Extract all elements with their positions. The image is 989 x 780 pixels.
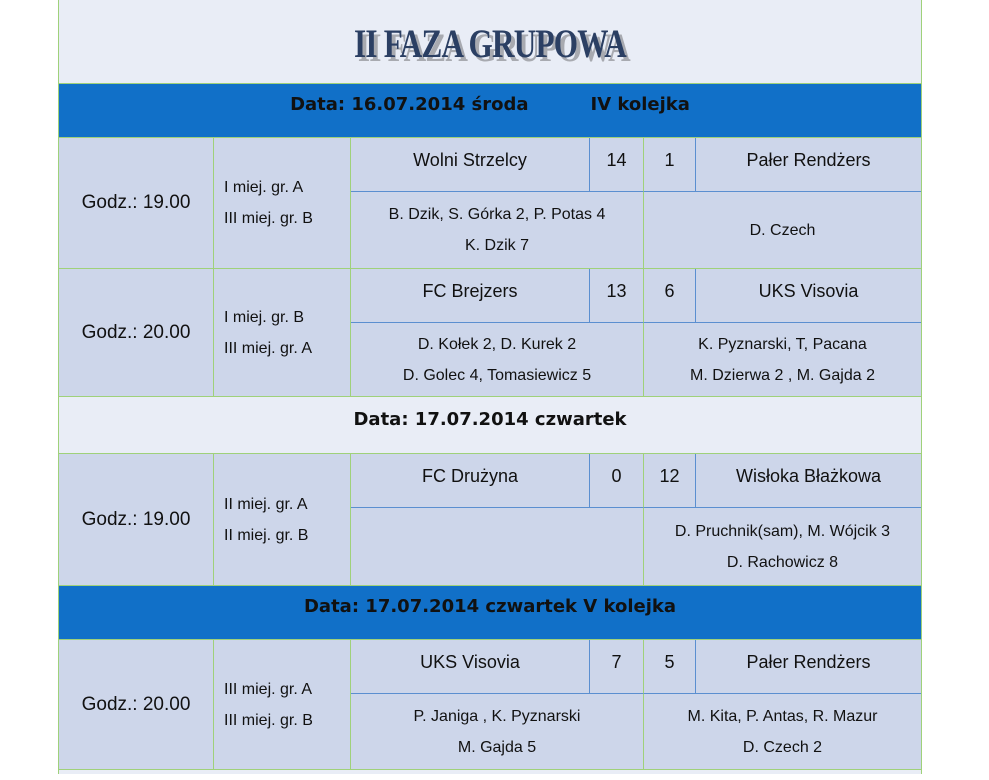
scorer-line: K. Pyznarski, T, Pacana (698, 335, 867, 353)
match-time: Godz.: 20.00 (59, 640, 214, 769)
home-score: 14 (590, 138, 644, 191)
schedule-sheet: II FAZA GRUPOWA Data: 16.07.2014 środa IV… (58, 0, 922, 774)
date-row: Data: 17.07.2014 czwartek (59, 396, 921, 453)
home-score: 7 (590, 640, 644, 693)
match-row: Godz.: 19.00 I miej. gr. A III miej. gr. B… (59, 137, 921, 268)
round-header: Data: 16.07.2014 środa IV kolejka (59, 83, 921, 137)
page-title: II FAZA GRUPOWA (353, 21, 627, 66)
group-label: III miej. gr. A (224, 680, 313, 698)
round-header: Data: 17.07.2014 czwartek V kolejka (59, 585, 921, 639)
away-team: Pałer Rendżers (696, 138, 921, 191)
home-team: Wolni Strzelcy (351, 138, 590, 191)
away-score: 5 (644, 640, 696, 693)
scorer-line: M. Gajda 5 (457, 738, 537, 756)
away-score: 1 (644, 138, 696, 191)
date-label: Data: 17.07.2014 czwartek (353, 408, 627, 430)
group-label: I miej. gr. A (224, 179, 304, 196)
scorer-line: D. Kołek 2, D. Kurek 2 (417, 335, 577, 353)
header-date: Data: 16.07.2014 środa (290, 94, 529, 115)
match-groups: III miej. gr. A III miej. gr. B (214, 640, 351, 769)
scorer-line: P. Janiga , K. Pyznarski (413, 707, 581, 725)
group-label: III miej. gr. B (224, 711, 313, 729)
home-team: FC Brejzers (351, 269, 590, 322)
scorer-line: D. Czech 2 (742, 738, 823, 756)
match-row: Godz.: 20.00 I miej. gr. B III miej. gr. A… (59, 268, 921, 396)
match-groups: I miej. gr. B III miej. gr. A (214, 269, 351, 396)
scorer-line: D. Rachowicz 8 (726, 553, 839, 571)
away-score: 6 (644, 269, 696, 322)
away-scorers: D. Czech (644, 191, 921, 268)
away-scorers: K. Pyznarski, T, Pacana M. Dzierwa 2 , M.… (644, 322, 921, 396)
home-score: 0 (590, 454, 644, 507)
scorer-line: B. Dzik, S. Górka 2, P. Potas 4 (388, 206, 606, 223)
match-row: Godz.: 19.00 II miej. gr. A II miej. gr. B… (59, 453, 921, 585)
group-label: III miej. gr. A (224, 339, 313, 357)
away-scorers: D. Pruchnik(sam), M. Wójcik 3 D. Rachowic… (644, 507, 921, 585)
match-time: Godz.: 20.00 (59, 269, 214, 396)
home-score: 13 (590, 269, 644, 322)
match-row: Godz.: 20.00 III miej. gr. A III miej. gr.… (59, 639, 921, 769)
header-date: Data: 17.07.2014 czwartek V kolejka (303, 596, 676, 617)
away-score: 12 (644, 454, 696, 507)
away-scorers: M. Kita, P. Antas, R. Mazur D. Czech 2 (644, 693, 921, 769)
home-scorers: P. Janiga , K. Pyznarski M. Gajda 5 (351, 693, 644, 769)
next-row (59, 769, 921, 780)
group-label: II miej. gr. B (224, 526, 309, 544)
match-time: Godz.: 19.00 (59, 454, 214, 585)
scorer-line: M. Dzierwa 2 , M. Gajda 2 (690, 366, 875, 384)
away-team: Pałer Rendżers (696, 640, 921, 693)
home-scorers: B. Dzik, S. Górka 2, P. Potas 4 K. Dzik 7 (351, 191, 644, 268)
scorer-line: D. Golec 4, Tomasiewicz 5 (402, 366, 592, 384)
home-scorers (351, 507, 644, 585)
schedule-table: Data: 16.07.2014 środa IV kolejka Godz.: 1… (59, 83, 921, 780)
header-round: IV kolejka (590, 94, 690, 115)
away-team: UKS Visovia (696, 269, 921, 322)
match-groups: I miej. gr. A III miej. gr. B (214, 138, 351, 268)
scorer-line: D. Pruchnik(sam), M. Wójcik 3 (674, 522, 891, 540)
scorer-line: M. Kita, P. Antas, R. Mazur (687, 707, 878, 725)
home-team: UKS Visovia (351, 640, 590, 693)
group-label: II miej. gr. A (224, 495, 308, 513)
match-groups: II miej. gr. A II miej. gr. B (214, 454, 351, 585)
group-label: I miej. gr. B (224, 308, 305, 326)
scorer-line: D. Czech (749, 221, 816, 239)
scorer-line: K. Dzik 7 (464, 237, 529, 254)
away-team: Wisłoka Błażkowa (696, 454, 921, 507)
group-label: III miej. gr. B (224, 210, 313, 227)
home-team: FC Drużyna (351, 454, 590, 507)
home-scorers: D. Kołek 2, D. Kurek 2 D. Golec 4, Tomasi… (351, 322, 644, 396)
match-time: Godz.: 19.00 (59, 138, 214, 268)
